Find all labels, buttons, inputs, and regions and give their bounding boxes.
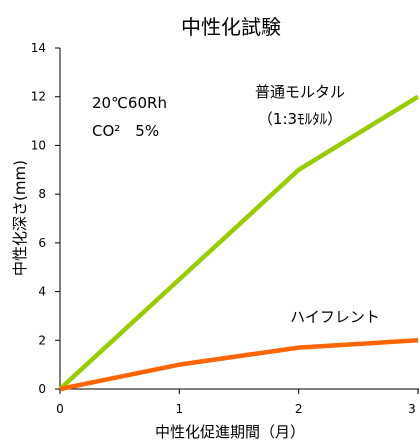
y-tick-label: 8 <box>38 187 46 201</box>
series-line-1 <box>59 338 419 392</box>
x-tick-label: 0 <box>56 402 64 416</box>
y-tick-label: 14 <box>31 41 46 55</box>
y-tick-label: 12 <box>31 90 46 104</box>
series-label-normal-mortar: 普通モルタル <box>255 83 345 101</box>
series-group <box>58 94 419 392</box>
x-axis-title: 中性化促進期間（月） <box>155 423 305 441</box>
chart-title: 中性化試験 <box>181 15 281 39</box>
y-tick-label: 10 <box>31 138 46 152</box>
x-tick-label: 1 <box>176 402 184 416</box>
y-tick-label: 4 <box>38 285 46 299</box>
y-tick-label: 6 <box>38 236 46 250</box>
y-tick-label: 2 <box>38 333 46 347</box>
x-axis-ticks: 0 1 2 3 <box>56 389 419 416</box>
condition-co2: CO² 5% <box>92 122 159 140</box>
condition-temperature: 20℃60Rh <box>92 94 167 112</box>
y-axis-ticks: 0 2 4 6 8 10 12 14 <box>31 41 60 396</box>
x-tick-label: 2 <box>295 402 303 416</box>
series-label-hifrent: ハイフレント <box>290 308 380 326</box>
y-axis-title: 中性化深さ(mm) <box>11 160 29 276</box>
series-line-0 <box>58 94 419 391</box>
series-sublabel-normal-mortar: （1:3ﾓﾙﾀﾙ） <box>258 110 342 128</box>
x-tick-label: 3 <box>408 402 416 416</box>
y-tick-label: 0 <box>38 382 46 396</box>
